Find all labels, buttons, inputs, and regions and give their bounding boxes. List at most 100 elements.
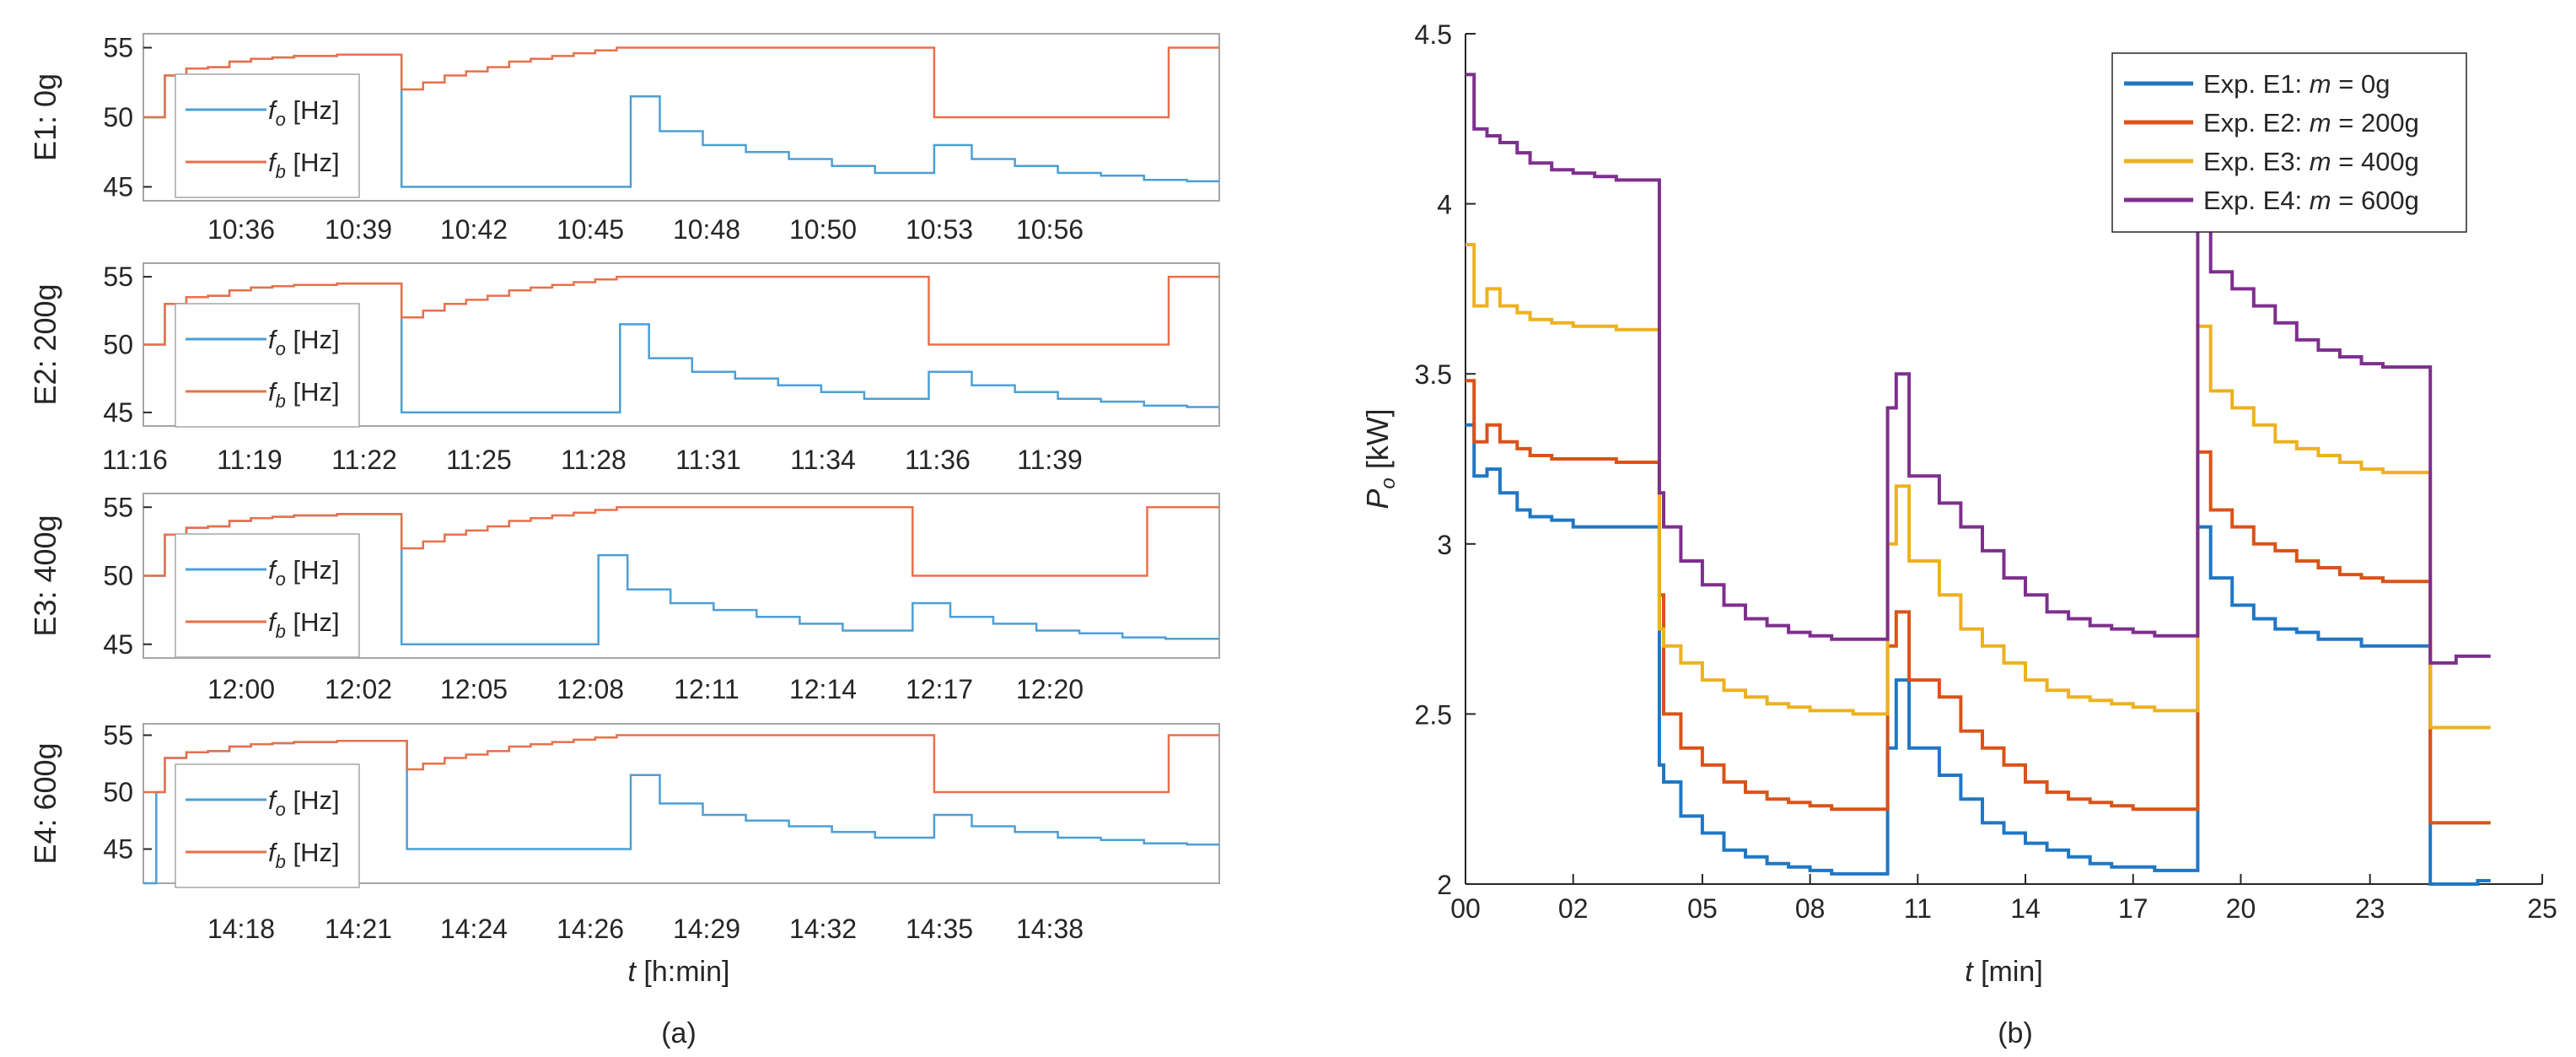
legend: fo [Hz]fb [Hz]	[175, 763, 360, 888]
y-tick-label: 45	[103, 629, 133, 660]
legend: fo [Hz] fb [Hz]	[175, 533, 360, 658]
x-tick-label: 14:29	[673, 914, 740, 944]
x-tick-label: 14:38	[1016, 914, 1084, 944]
x-tick-label: 12:14	[789, 674, 857, 704]
x-tick-label: 10:42	[440, 214, 508, 245]
x-tick-label: 12:11	[674, 674, 739, 704]
x-tick-label: 20	[2226, 893, 2256, 924]
x-tick-label: 25	[2527, 893, 2557, 924]
x-tick-label: 02	[1558, 893, 1589, 924]
x-tick-label: 11:36	[905, 445, 971, 475]
legend-box	[175, 303, 360, 428]
x-tick-label: 11:22	[331, 445, 397, 475]
series-line-e4	[1465, 73, 2491, 665]
x-tick-label: 12:20	[1016, 674, 1084, 704]
legend-label: Exp. E2: m = 200g	[2203, 108, 2419, 138]
x-tick-label: 11:31	[675, 445, 741, 475]
series-line-fb	[143, 734, 1219, 794]
x-tick-label: 10:53	[906, 214, 973, 245]
x-axis-label: t [h:min]	[628, 956, 730, 988]
caption-a: (a)	[661, 1017, 696, 1049]
x-tick-label: 10:56	[1016, 214, 1084, 245]
y-tick-label: 45	[103, 172, 133, 202]
y-tick-label: 55	[103, 33, 133, 63]
x-tick-label: 10:45	[557, 214, 624, 245]
legend-label: fo [Hz]	[268, 555, 340, 590]
x-tick-label: 14:24	[440, 914, 508, 944]
y-tick-label: 55	[103, 262, 133, 292]
subplot-1: 45 50 55 10:36 10:39 10:42 10:45 10:48 10:50 10:5…	[28, 33, 1220, 245]
x-tick-label: 11	[1904, 893, 1932, 924]
legend-box	[175, 533, 360, 658]
caption-b: (b)	[1998, 1017, 2033, 1049]
y-tick-label: 50	[103, 330, 133, 360]
series-line-fb	[143, 275, 1219, 346]
x-tick-label: 10:50	[789, 214, 857, 245]
x-tick-label: 17	[2118, 893, 2148, 924]
series-line-e2	[1465, 379, 2491, 825]
subplot-3: 45 50 55 12:00 12:02 12:05 12:08 12:11 12:14 12:1…	[28, 492, 1220, 704]
legend-box	[175, 73, 360, 198]
y-tick-label: 3.5	[1415, 359, 1452, 390]
x-tick-label: 08	[1795, 893, 1826, 924]
x-tick-label: 10:39	[325, 214, 392, 245]
y-tick-label: 55	[103, 720, 133, 751]
y-axis-label: E3: 400g	[28, 515, 62, 636]
x-tick-label: 00	[1450, 893, 1481, 924]
x-tick-label: 11:28	[561, 445, 627, 475]
x-tick-label: 14	[2010, 893, 2041, 924]
subplot-2: 45 50 55 11:16 11:19 11:22 11:25 11:28 11:31 11:3…	[28, 262, 1220, 475]
y-tick-label: 50	[103, 102, 133, 132]
x-tick-label: 14:32	[789, 914, 857, 944]
y-tick-label: 45	[103, 834, 133, 865]
y-tick-label: 4.5	[1415, 19, 1452, 50]
legend: fo [Hz] fb [Hz]	[175, 303, 360, 428]
legend-label: Exp. E3: m = 400g	[2203, 147, 2419, 176]
x-tick-label: 05	[1687, 893, 1718, 924]
legend-label: fb [Hz]	[268, 377, 340, 412]
x-tick-label: 14:26	[557, 914, 624, 944]
legend-label: Exp. E1: m = 0g	[2203, 69, 2390, 99]
y-axis-label: E2: 200g	[28, 283, 62, 405]
y-axis-label: Po [kW]	[1360, 408, 1400, 509]
x-tick-label: 23	[2355, 893, 2385, 924]
series-line-fb	[143, 46, 1219, 119]
legend-label: fo [Hz]	[268, 325, 340, 359]
x-tick-label: 14:35	[906, 914, 973, 944]
y-tick-label: 4	[1437, 190, 1452, 220]
y-tick-label: 50	[103, 777, 133, 807]
panel-b-power-chart: 2 2.5 3 3.5 4 4.5 00 02 05 08 11 14 17 20 23 25 Po [kW] t…	[1360, 19, 2557, 988]
y-tick-label: 3	[1437, 530, 1452, 560]
subplot-4: 45 50 55 14:18 14:21 14:24 14:26 14:29 14:32 14:3…	[28, 720, 1220, 988]
series-line-e3	[1465, 243, 2491, 730]
x-tick-label: 14:21	[325, 914, 392, 944]
x-tick-label: 12:08	[557, 674, 624, 704]
series-line-fb	[143, 506, 1219, 577]
y-tick-label: 45	[103, 397, 133, 428]
legend-label: Exp. E4: m = 600g	[2203, 186, 2419, 215]
x-tick-label: 11:16	[102, 445, 168, 475]
series-line-e1	[1465, 423, 2491, 886]
x-tick-label: 11:25	[446, 445, 512, 475]
y-tick-label: 55	[103, 492, 133, 522]
y-axis-label: E4: 600g	[28, 742, 62, 864]
x-tick-label: 12:00	[207, 674, 275, 704]
panel-a-frequency-charts: 45 50 55 10:36 10:39 10:42 10:45 10:48 10:50 10:5…	[28, 33, 1220, 988]
x-tick-label: 12:17	[906, 674, 973, 704]
y-axis-label: E1: 0g	[28, 73, 62, 161]
legend-box	[175, 763, 360, 888]
x-tick-label: 11:34	[790, 445, 856, 475]
x-tick-label: 10:36	[207, 214, 275, 245]
y-tick-label: 2	[1437, 870, 1452, 900]
legend-label: fb [Hz]	[268, 607, 340, 642]
legend: Exp. E1: m = 0g Exp. E2: m = 200g Exp. E3:…	[2111, 52, 2467, 233]
x-tick-label: 14:18	[207, 914, 275, 944]
y-tick-label: 2.5	[1415, 699, 1452, 730]
x-tick-label: 12:02	[325, 674, 392, 704]
y-tick-label: 50	[103, 561, 133, 591]
x-tick-label: 11:39	[1017, 445, 1083, 475]
x-tick-label: 12:05	[440, 674, 508, 704]
legend: fo [Hz]fb [Hz]	[175, 73, 360, 198]
legend-label: fb [Hz]	[268, 148, 340, 182]
